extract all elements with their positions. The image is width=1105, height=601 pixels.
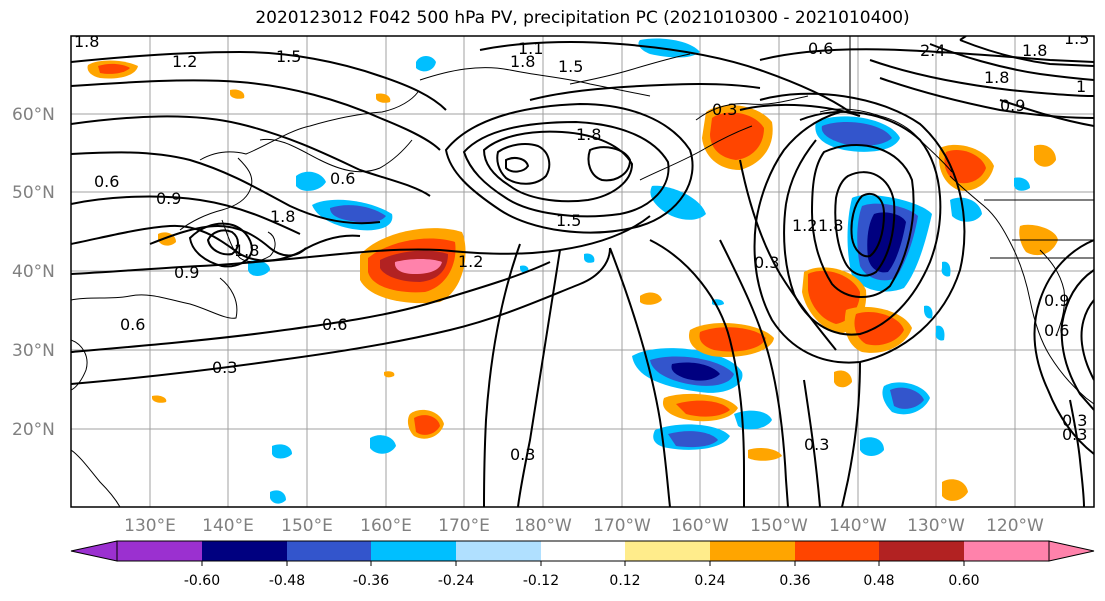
contour-label: 1.2 bbox=[458, 252, 483, 271]
contour-label: 1.2 bbox=[172, 52, 197, 71]
contour-label: 1.8 bbox=[818, 216, 843, 235]
contour-label: 1.8 bbox=[234, 241, 259, 260]
contour-label: 1.5 bbox=[1064, 29, 1089, 48]
longitude-label: 130°E bbox=[124, 516, 176, 536]
pv-contours bbox=[71, 36, 1094, 507]
contour-label: 1.8 bbox=[270, 207, 295, 226]
contour-label: 0.3 bbox=[712, 100, 737, 119]
colorbar-bin bbox=[710, 541, 795, 561]
contour-label: 0.3 bbox=[212, 358, 237, 377]
colorbar-tick-label: 0.12 bbox=[609, 573, 640, 589]
contour-label: 1.2 bbox=[792, 216, 817, 235]
longitude-label: 140°E bbox=[202, 516, 254, 536]
colorbar-tick-label: -0.24 bbox=[438, 573, 474, 589]
latitude-label: 60°N bbox=[12, 105, 55, 125]
contour-label: 2.4 bbox=[920, 41, 945, 60]
contour-label: 0.6 bbox=[120, 315, 145, 334]
colorbar-bin bbox=[625, 541, 710, 561]
latitude-label: 30°N bbox=[12, 341, 55, 361]
contour-label: 1.8 bbox=[74, 32, 99, 51]
longitude-label: 160°W bbox=[671, 516, 729, 536]
contour-label: 0.3 bbox=[510, 445, 535, 464]
colorbar-bin bbox=[456, 541, 541, 561]
longitude-label: 170°E bbox=[438, 516, 490, 536]
longitude-label: 150°E bbox=[281, 516, 333, 536]
colorbar-tick-label: 0.24 bbox=[694, 573, 725, 589]
colorbar-tick-label: -0.12 bbox=[523, 573, 559, 589]
colorbar-bin bbox=[117, 541, 202, 561]
longitude-label: 140°W bbox=[829, 516, 887, 536]
colorbar-tick-label: 0.60 bbox=[948, 573, 979, 589]
contour-label: 1.8 bbox=[510, 52, 535, 71]
contour-label: 0.6 bbox=[1044, 321, 1069, 340]
map-frame bbox=[70, 35, 1095, 508]
contour-label-group: 1.8 1.2 1.5 1.1 1.8 1.5 0.6 2.4 1.8 1.5 … bbox=[74, 29, 1089, 464]
contour-label: 1 bbox=[1076, 77, 1086, 96]
contour-label: 1.8 bbox=[984, 68, 1009, 87]
contour-label: 0.9 bbox=[174, 263, 199, 282]
contour-label: 0.3 bbox=[804, 435, 829, 454]
graticule bbox=[71, 36, 1094, 507]
contour-label: 1.5 bbox=[556, 211, 581, 230]
colorbar-bin bbox=[964, 541, 1049, 561]
colorbar-bin bbox=[795, 541, 879, 561]
longitude-label: 180°W bbox=[514, 516, 572, 536]
longitude-label: 130°W bbox=[907, 516, 965, 536]
contour-label: 1.5 bbox=[276, 47, 301, 66]
colorbar: -0.60 -0.48 -0.36 -0.24 -0.12 0.12 0.24 … bbox=[70, 540, 1095, 589]
colorbar-tick-label: -0.36 bbox=[353, 573, 389, 589]
contour-label: 0.3 bbox=[754, 253, 779, 272]
contour-label: 1.8 bbox=[1022, 41, 1047, 60]
contour-label: 0.6 bbox=[322, 315, 347, 334]
contour-label: 0.3 bbox=[1062, 425, 1087, 444]
contour-label: 0.6 bbox=[808, 39, 833, 58]
coastlines bbox=[71, 36, 1094, 507]
contour-label: 0.3 bbox=[1062, 411, 1087, 430]
colorbar-extend-max bbox=[1048, 540, 1095, 562]
colorbar-bin bbox=[371, 541, 456, 561]
longitude-label: 150°W bbox=[750, 516, 808, 536]
contour-label: 0.9 bbox=[1044, 291, 1069, 310]
colorbar-bin bbox=[202, 541, 287, 561]
contour-label: 0.9 bbox=[1000, 96, 1025, 115]
latitude-labels: 60°N 50°N 40°N 30°N 20°N bbox=[12, 105, 55, 440]
colorbar-bin bbox=[287, 541, 371, 561]
colorbar-tick-label: 0.36 bbox=[779, 573, 810, 589]
map-title: 2020123012 F042 500 hPa PV, precipitatio… bbox=[255, 8, 910, 28]
colorbar-tick-label: -0.48 bbox=[269, 573, 305, 589]
contour-label: 0.6 bbox=[330, 169, 355, 188]
latitude-label: 40°N bbox=[12, 262, 55, 282]
longitude-label: 170°W bbox=[593, 516, 651, 536]
colorbar-tick-label: 0.48 bbox=[863, 573, 894, 589]
contour-label: 0.6 bbox=[94, 172, 119, 191]
colorbar-extend-min bbox=[70, 540, 118, 562]
precipitation-shading bbox=[87, 38, 1058, 504]
latitude-label: 50°N bbox=[12, 183, 55, 203]
longitude-label: 120°W bbox=[986, 516, 1044, 536]
contour-label: 1.5 bbox=[558, 57, 583, 76]
colorbar-bin bbox=[541, 541, 625, 561]
colorbar-frame bbox=[116, 540, 1050, 562]
colorbar-tick-label: -0.60 bbox=[184, 573, 220, 589]
contour-label: 1.1 bbox=[518, 39, 543, 58]
contour-label: 1.8 bbox=[576, 125, 601, 144]
contour-label: 0.9 bbox=[156, 189, 181, 208]
longitude-label: 160°E bbox=[360, 516, 412, 536]
colorbar-bin bbox=[879, 541, 964, 561]
latitude-label: 20°N bbox=[12, 420, 55, 440]
longitude-labels: 130°E 140°E 150°E 160°E 170°E 180°W 170°… bbox=[124, 516, 1044, 536]
